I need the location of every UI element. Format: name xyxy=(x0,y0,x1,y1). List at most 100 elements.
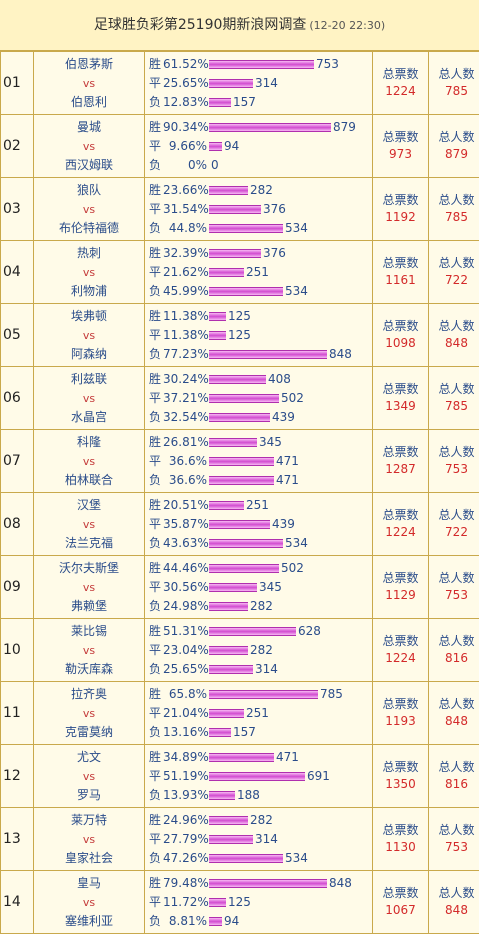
home-team[interactable]: 科隆 xyxy=(34,433,144,452)
draw-label: 平 xyxy=(149,893,163,912)
lose-vote-bar xyxy=(209,791,235,800)
total-votes-label: 总票数 xyxy=(373,192,428,209)
away-team[interactable]: 塞维利亚 xyxy=(34,912,144,931)
win-label: 胜 xyxy=(149,811,163,830)
lose-vote-count: 94 xyxy=(224,914,239,928)
lose-vote-count: 534 xyxy=(285,284,308,298)
draw-vote-count: 94 xyxy=(224,139,239,153)
home-team[interactable]: 沃尔夫斯堡 xyxy=(34,559,144,578)
away-team[interactable]: 柏林联合 xyxy=(34,471,144,490)
home-team[interactable]: 尤文 xyxy=(34,748,144,767)
total-people-value: 785 xyxy=(429,209,479,226)
lose-vote-count: 282 xyxy=(250,599,273,613)
total-people-value: 785 xyxy=(429,83,479,100)
away-team[interactable]: 布伦特福德 xyxy=(34,219,144,238)
lose-label: 负 xyxy=(149,849,163,868)
match-number: 10 xyxy=(1,619,34,682)
lose-label: 负 xyxy=(149,723,163,742)
home-team[interactable]: 热刺 xyxy=(34,244,144,263)
lose-label: 负 xyxy=(149,282,163,301)
draw-vote-count: 376 xyxy=(263,202,286,216)
away-team[interactable]: 伯恩利 xyxy=(34,93,144,112)
away-team[interactable]: 阿森纳 xyxy=(34,345,144,364)
draw-label: 平 xyxy=(149,326,163,345)
lose-vote-bar xyxy=(209,413,270,422)
total-people-value: 816 xyxy=(429,650,479,667)
home-team[interactable]: 拉齐奥 xyxy=(34,685,144,704)
lose-vote-bar xyxy=(209,98,231,107)
lose-percent: 77.23% xyxy=(163,345,207,364)
draw-percent: 37.21% xyxy=(163,389,207,408)
total-people-label: 总人数 xyxy=(429,885,479,902)
match-number: 09 xyxy=(1,556,34,619)
draw-label: 平 xyxy=(149,767,163,786)
lose-vote-bar xyxy=(209,224,283,233)
draw-vote-count: 251 xyxy=(246,706,269,720)
match-number: 12 xyxy=(1,745,34,808)
away-team[interactable]: 法兰克福 xyxy=(34,534,144,553)
lose-vote-bar xyxy=(209,476,274,485)
win-vote-count: 376 xyxy=(263,246,286,260)
away-team[interactable]: 勒沃库森 xyxy=(34,660,144,679)
total-people-value: 722 xyxy=(429,272,479,289)
home-team[interactable]: 曼城 xyxy=(34,118,144,137)
home-team[interactable]: 皇马 xyxy=(34,874,144,893)
total-votes-label: 总票数 xyxy=(373,129,428,146)
lose-vote-bar xyxy=(209,728,231,737)
home-team[interactable]: 伯恩茅斯 xyxy=(34,55,144,74)
total-votes-value: 1130 xyxy=(373,839,428,856)
home-team[interactable]: 汉堡 xyxy=(34,496,144,515)
draw-vote-bar xyxy=(209,646,248,655)
lose-vote-count: 0 xyxy=(211,158,219,172)
home-team[interactable]: 莱比锡 xyxy=(34,622,144,641)
away-team[interactable]: 皇家社会 xyxy=(34,849,144,868)
win-vote-count: 879 xyxy=(333,120,356,134)
away-team[interactable]: 罗马 xyxy=(34,786,144,805)
away-team[interactable]: 利物浦 xyxy=(34,282,144,301)
home-team[interactable]: 莱万特 xyxy=(34,811,144,830)
match-number: 05 xyxy=(1,304,34,367)
total-people-label: 总人数 xyxy=(429,822,479,839)
vs-label: vs xyxy=(34,326,144,345)
draw-percent: 36.6% xyxy=(163,452,207,471)
total-votes-value: 1129 xyxy=(373,587,428,604)
home-team[interactable]: 埃弗顿 xyxy=(34,307,144,326)
away-team[interactable]: 水晶宫 xyxy=(34,408,144,427)
away-team[interactable]: 克雷莫纳 xyxy=(34,723,144,742)
away-team[interactable]: 弗赖堡 xyxy=(34,597,144,616)
draw-percent: 35.87% xyxy=(163,515,207,534)
draw-vote-count: 439 xyxy=(272,517,295,531)
win-percent: 26.81% xyxy=(163,433,207,452)
away-team[interactable]: 西汉姆联 xyxy=(34,156,144,175)
home-team[interactable]: 狼队 xyxy=(34,181,144,200)
total-votes-value: 1349 xyxy=(373,398,428,415)
total-people-label: 总人数 xyxy=(429,255,479,272)
vs-label: vs xyxy=(34,263,144,282)
total-votes-value: 1224 xyxy=(373,524,428,541)
win-percent: 24.96% xyxy=(163,811,207,830)
vs-label: vs xyxy=(34,137,144,156)
draw-vote-bar xyxy=(209,835,253,844)
lose-vote-count: 157 xyxy=(233,725,256,739)
total-votes-label: 总票数 xyxy=(373,570,428,587)
home-team[interactable]: 利兹联 xyxy=(34,370,144,389)
